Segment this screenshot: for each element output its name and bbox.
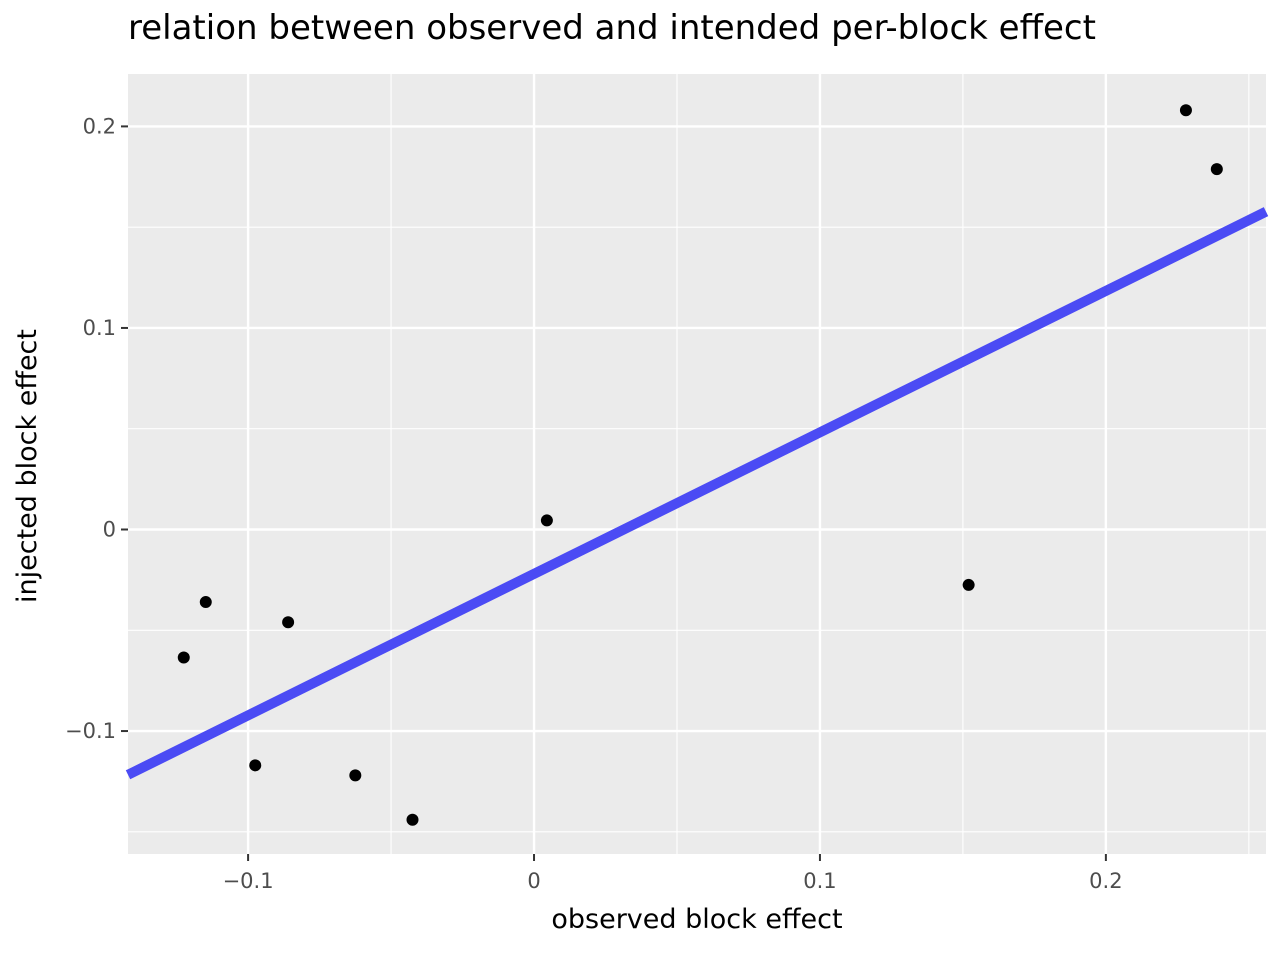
data-point xyxy=(1179,104,1192,117)
x-tick-label: 0 xyxy=(527,869,540,893)
y-tick-label: 0.1 xyxy=(83,316,116,340)
data-point xyxy=(349,769,362,782)
data-point xyxy=(282,616,295,629)
y-tick-label: 0 xyxy=(103,518,116,542)
data-point xyxy=(199,596,212,609)
y-axis-title: injected block effect xyxy=(12,329,43,603)
major-gridlines xyxy=(128,74,1266,854)
y-tick-label: 0.2 xyxy=(83,114,116,138)
data-point xyxy=(406,813,419,826)
chart-title: relation between observed and intended p… xyxy=(128,8,1096,48)
fit-line xyxy=(125,207,1269,780)
data-point xyxy=(962,578,975,591)
data-point xyxy=(540,514,553,527)
plot-panel xyxy=(128,74,1266,854)
points-layer xyxy=(177,104,1223,826)
y-axis-ticks: −0.1 0 0.1 0.2 xyxy=(65,114,128,743)
data-point xyxy=(1210,163,1223,176)
data-point xyxy=(249,759,262,772)
data-point xyxy=(177,651,190,664)
fit-layer xyxy=(125,207,1269,780)
minor-gridlines xyxy=(128,74,1266,854)
y-tick-label: −0.1 xyxy=(65,719,116,743)
x-tick-label: 0.1 xyxy=(803,869,836,893)
x-axis-title: observed block effect xyxy=(551,904,842,935)
x-axis-ticks: −0.1 0 0.1 0.2 xyxy=(223,854,1123,893)
x-tick-label: −0.1 xyxy=(223,869,274,893)
x-tick-label: 0.2 xyxy=(1089,869,1122,893)
